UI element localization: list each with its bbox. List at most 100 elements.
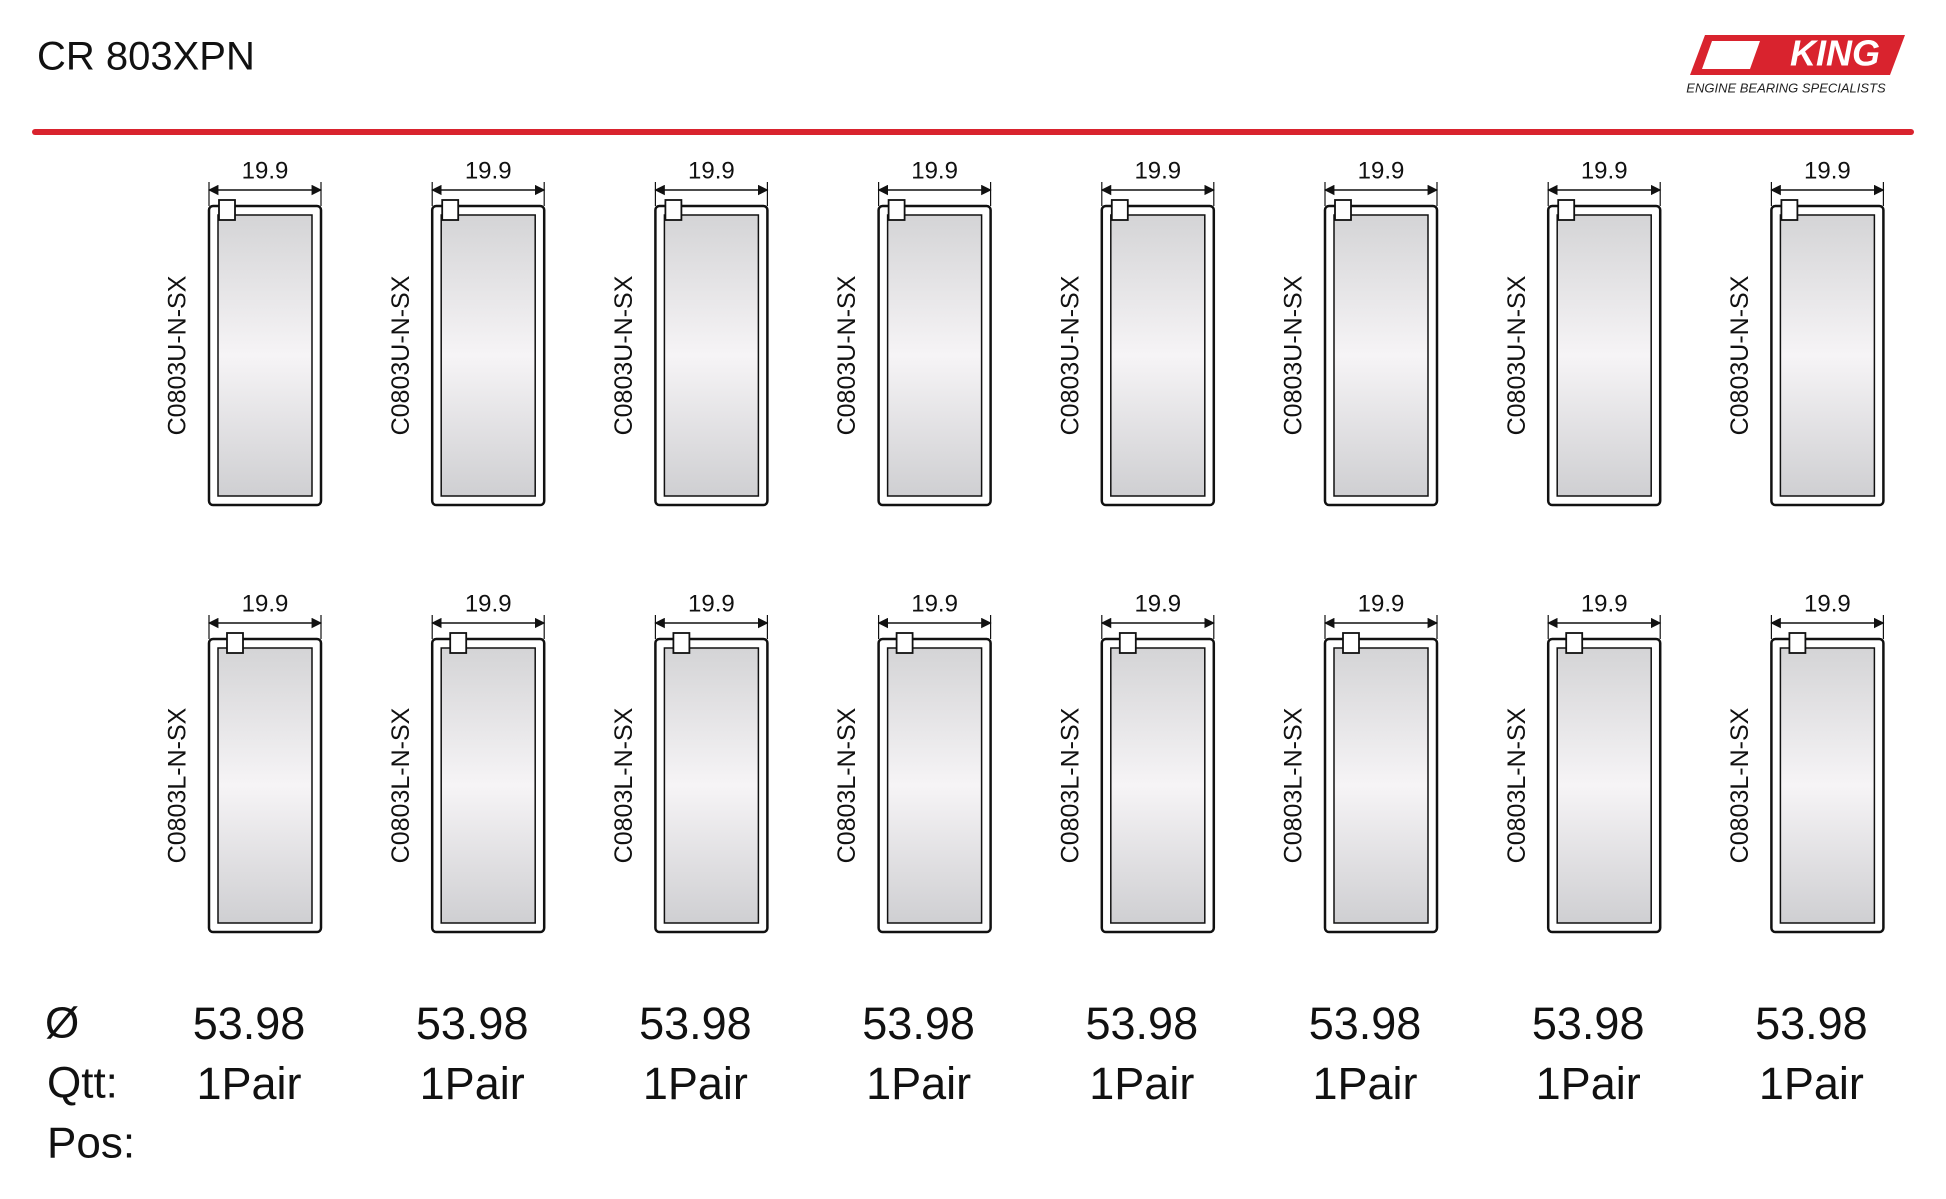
- logo: KING ENGINE BEARING SPECIALISTS: [1686, 33, 1905, 95]
- locating-tab: [1780, 199, 1799, 221]
- diameter-value: 53.98: [1309, 998, 1422, 1049]
- width-label: 19.9: [1804, 590, 1851, 617]
- shell-face: [217, 214, 313, 497]
- locating-tab: [1565, 632, 1584, 654]
- width-label: 19.9: [1358, 590, 1405, 617]
- locating-tab: [887, 199, 906, 221]
- shell-face: [1779, 214, 1876, 497]
- width-label: 19.9: [1358, 157, 1405, 184]
- diameter-value: 53.98: [1755, 998, 1868, 1049]
- part-number: C0803L-N-SX: [164, 707, 192, 863]
- shell-face: [1110, 647, 1206, 924]
- logo-tagline: ENGINE BEARING SPECIALISTS: [1686, 80, 1886, 95]
- part-number: C0803L-N-SX: [387, 707, 415, 863]
- part-number: C0803U-N-SX: [387, 275, 415, 435]
- shell-face: [217, 647, 313, 924]
- shell-face: [1333, 214, 1429, 497]
- bearing-shell: 19.9 C0803L-N-SX: [1280, 590, 1439, 934]
- quantity-value: 1Pair: [1312, 1058, 1417, 1109]
- locating-tab: [672, 632, 691, 654]
- logo-brand: KING: [1790, 33, 1880, 74]
- locating-tab: [218, 199, 236, 221]
- shell-face: [1333, 647, 1429, 924]
- bearing-shell: 19.9 C0803L-N-SX: [833, 590, 992, 934]
- locating-tab: [1342, 632, 1360, 654]
- bearing-shell: 19.9 C0803L-N-SX: [164, 590, 323, 934]
- part-number: C0803U-N-SX: [1280, 275, 1308, 435]
- shell-face: [1556, 214, 1652, 497]
- shell-face: [1779, 647, 1876, 924]
- part-number: C0803L-N-SX: [1280, 707, 1308, 863]
- quantity-value: 1Pair: [1089, 1058, 1194, 1109]
- bearing-shell: 19.9 C0803U-N-SX: [1280, 157, 1439, 507]
- locating-tab: [441, 199, 460, 221]
- shell-face: [663, 214, 760, 497]
- locating-tab: [664, 199, 683, 221]
- part-number: C0803U-N-SX: [1503, 275, 1531, 435]
- diameter-value: 53.98: [1085, 998, 1198, 1049]
- width-label: 19.9: [1134, 590, 1181, 617]
- width-label: 19.9: [465, 157, 512, 184]
- bearing-shell: 19.9 C0803L-N-SX: [387, 590, 546, 934]
- bearing-shell: 19.9 C0803U-N-SX: [1056, 157, 1216, 507]
- width-label: 19.9: [688, 590, 735, 617]
- part-number: C0803U-N-SX: [164, 275, 192, 435]
- width-label: 19.9: [688, 157, 735, 184]
- width-label: 19.9: [911, 590, 958, 617]
- quantity-value: 1Pair: [1759, 1058, 1864, 1109]
- row-label: Pos:: [47, 1119, 135, 1168]
- part-number: C0803L-N-SX: [833, 707, 861, 863]
- bearing-shell: 19.9 C0803L-N-SX: [1056, 590, 1216, 934]
- width-label: 19.9: [1804, 157, 1851, 184]
- diameter-value: 53.98: [639, 998, 752, 1049]
- part-number: C0803L-N-SX: [1726, 707, 1754, 863]
- bearing-shell: 19.9 C0803U-N-SX: [387, 157, 546, 507]
- diameter-value: 53.98: [1532, 998, 1645, 1049]
- bearing-shell: 19.9 C0803L-N-SX: [1503, 590, 1662, 934]
- part-number: C0803L-N-SX: [610, 707, 638, 863]
- locating-tab: [1110, 199, 1129, 221]
- bearing-shell: 19.9 C0803U-N-SX: [1503, 157, 1662, 507]
- bearing-shell: 19.9 C0803L-N-SX: [1726, 590, 1885, 934]
- width-label: 19.9: [911, 157, 958, 184]
- bearing-shell: 19.9 C0803U-N-SX: [610, 157, 769, 507]
- width-label: 19.9: [242, 590, 289, 617]
- width-label: 19.9: [1134, 157, 1181, 184]
- quantity-value: 1Pair: [1536, 1058, 1641, 1109]
- part-number: C0803L-N-SX: [1503, 707, 1531, 863]
- locating-tab: [1334, 199, 1352, 221]
- shell-face: [1556, 647, 1652, 924]
- width-label: 19.9: [1581, 590, 1628, 617]
- shell-face: [1110, 214, 1206, 497]
- quantity-value: 1Pair: [420, 1058, 525, 1109]
- part-number: C0803U-N-SX: [833, 275, 861, 435]
- bearing-shell: 19.9 C0803U-N-SX: [833, 157, 992, 507]
- quantity-value: 1Pair: [866, 1058, 971, 1109]
- shell-face: [440, 647, 536, 924]
- bearing-shell: 19.9 C0803U-N-SX: [1726, 157, 1885, 507]
- width-label: 19.9: [1581, 157, 1628, 184]
- part-number: C0803L-N-SX: [1056, 707, 1084, 863]
- diameter-value: 53.98: [862, 998, 975, 1049]
- shell-face: [440, 214, 536, 497]
- locating-tab: [226, 632, 244, 654]
- part-number: C0803U-N-SX: [1726, 275, 1754, 435]
- quantity-value: 1Pair: [196, 1058, 301, 1109]
- locating-tab: [1118, 632, 1137, 654]
- part-number: C0803U-N-SX: [610, 275, 638, 435]
- quantity-value: 1Pair: [643, 1058, 748, 1109]
- locating-tab: [1788, 632, 1807, 654]
- bearing-shell: 19.9 C0803U-N-SX: [164, 157, 323, 507]
- diameter-value: 53.98: [193, 998, 306, 1049]
- part-number: C0803U-N-SX: [1056, 275, 1084, 435]
- row-label: Qtt:: [47, 1059, 118, 1108]
- row-label: Ø: [45, 999, 79, 1048]
- diameter-value: 53.98: [416, 998, 529, 1049]
- width-label: 19.9: [242, 157, 289, 184]
- width-label: 19.9: [465, 590, 512, 617]
- shell-face: [886, 647, 983, 924]
- bearing-shell: 19.9 C0803L-N-SX: [610, 590, 769, 934]
- shell-face: [663, 647, 760, 924]
